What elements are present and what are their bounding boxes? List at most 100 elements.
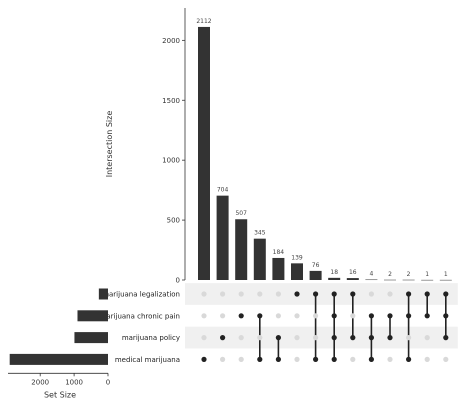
matrix-dot-active xyxy=(406,313,412,319)
matrix-dot-active xyxy=(387,335,393,341)
matrix-dot-active xyxy=(424,291,430,297)
intersection-bar-label: 184 xyxy=(273,249,285,256)
matrix-dot-inactive xyxy=(313,335,319,341)
matrix-dot-active xyxy=(406,356,412,362)
set-size-tick-label: 1000 xyxy=(65,378,83,386)
matrix-dot-active xyxy=(257,356,263,362)
matrix-dot-inactive xyxy=(387,356,393,362)
matrix-dot-inactive xyxy=(424,335,430,341)
intersection-bar-label: 18 xyxy=(330,269,338,276)
set-size-bar xyxy=(9,353,108,365)
intersection-bar xyxy=(309,270,322,280)
intersection-bar xyxy=(272,257,285,280)
intersection-bar xyxy=(291,263,303,280)
intersection-bar-label: 16 xyxy=(349,269,357,276)
set-size-bar xyxy=(98,288,108,300)
matrix-dot-inactive xyxy=(220,356,226,362)
intersection-bar xyxy=(198,26,210,280)
intersection-bar-label: 76 xyxy=(312,262,320,269)
intersection-bar xyxy=(421,279,434,281)
set-labels: marijuana legalization marijuana chronic … xyxy=(100,291,180,364)
intersection-bar xyxy=(235,219,248,280)
matrix-row-stripes xyxy=(185,283,458,349)
matrix-dot-active xyxy=(406,291,412,297)
intersection-matrix xyxy=(201,291,449,362)
matrix-dot-inactive xyxy=(257,335,263,341)
matrix-dot-active xyxy=(350,335,356,341)
matrix-dot-active xyxy=(275,356,281,362)
intersection-bar xyxy=(328,277,341,280)
matrix-dot-inactive xyxy=(220,313,226,319)
matrix-dot-active xyxy=(443,291,449,297)
matrix-dot-inactive xyxy=(406,335,412,341)
y-axis-title: Intersection Size xyxy=(105,111,114,178)
matrix-dot-active xyxy=(443,313,449,319)
matrix-dot-inactive xyxy=(201,313,207,319)
matrix-dot-active xyxy=(238,313,244,319)
matrix-dot-inactive xyxy=(294,335,300,341)
set-size-tick-label: 0 xyxy=(106,378,110,386)
y-tick-label: 0 xyxy=(176,277,180,285)
set-size-bar xyxy=(77,310,108,322)
matrix-dot-inactive xyxy=(443,356,449,362)
intersection-bar-label: 4 xyxy=(369,271,373,278)
matrix-dot-inactive xyxy=(350,356,356,362)
set-label: marijuana chronic pain xyxy=(100,312,180,320)
intersection-bar-label: 139 xyxy=(291,254,303,261)
intersection-bar-label: 1 xyxy=(444,271,448,278)
intersection-bar-label: 345 xyxy=(254,230,266,237)
matrix-dot-inactive xyxy=(238,291,244,297)
intersection-bar xyxy=(384,279,396,281)
set-label: marijuana policy xyxy=(122,334,180,342)
matrix-dot-active xyxy=(275,335,281,341)
matrix-dot-inactive xyxy=(257,291,263,297)
matrix-dot-inactive xyxy=(201,335,207,341)
set-size-axis: 0 1000 2000 xyxy=(8,372,110,386)
matrix-dot-active xyxy=(294,291,300,297)
y-tick-label: 1500 xyxy=(162,97,180,105)
matrix-dot-active xyxy=(331,313,337,319)
intersection-size-axis: 0 500 1000 1500 2000 xyxy=(162,8,186,285)
matrix-dot-inactive xyxy=(275,291,281,297)
set-size-tick-label: 2000 xyxy=(31,378,49,386)
matrix-dot-active xyxy=(350,291,356,297)
intersection-bar-label: 1 xyxy=(425,271,429,278)
matrix-dot-inactive xyxy=(368,291,374,297)
matrix-dot-inactive xyxy=(387,291,393,297)
matrix-dot-active xyxy=(220,335,226,341)
intersection-bar xyxy=(402,279,415,281)
intersection-bar-label: 2112 xyxy=(196,18,211,25)
matrix-dot-active xyxy=(313,356,319,362)
matrix-dot-active xyxy=(368,335,374,341)
intersection-bars: 2112 704 507 345 184 139 76 18 16 4 2 2 1 1 xyxy=(196,18,452,281)
intersection-bar-label: 704 xyxy=(217,187,229,194)
stripe-row xyxy=(185,283,458,305)
intersection-bar xyxy=(216,195,229,280)
matrix-dot-inactive xyxy=(294,356,300,362)
matrix-dot-inactive xyxy=(350,313,356,319)
matrix-dot-active xyxy=(313,291,319,297)
matrix-dot-active xyxy=(331,356,337,362)
matrix-dot-inactive xyxy=(424,356,430,362)
intersection-bar xyxy=(439,279,452,281)
y-tick-label: 1000 xyxy=(162,157,180,165)
set-size-axis-title: Set Size xyxy=(44,390,76,399)
matrix-dot-active xyxy=(201,356,207,362)
matrix-dot-inactive xyxy=(220,291,226,297)
matrix-dot-active xyxy=(257,313,263,319)
y-tick-label: 2000 xyxy=(162,37,180,45)
matrix-dot-active xyxy=(443,335,449,341)
matrix-dot-inactive xyxy=(238,335,244,341)
matrix-dot-inactive xyxy=(313,313,319,319)
matrix-dot-active xyxy=(331,291,337,297)
intersection-bar-label: 507 xyxy=(235,210,247,217)
matrix-dot-active xyxy=(368,356,374,362)
matrix-dot-inactive xyxy=(238,356,244,362)
matrix-dot-active xyxy=(368,313,374,319)
y-tick-label: 500 xyxy=(167,217,180,225)
matrix-dot-inactive xyxy=(201,291,207,297)
set-size-bars xyxy=(9,288,108,365)
matrix-dot-active xyxy=(387,313,393,319)
matrix-dot-active xyxy=(331,335,337,341)
